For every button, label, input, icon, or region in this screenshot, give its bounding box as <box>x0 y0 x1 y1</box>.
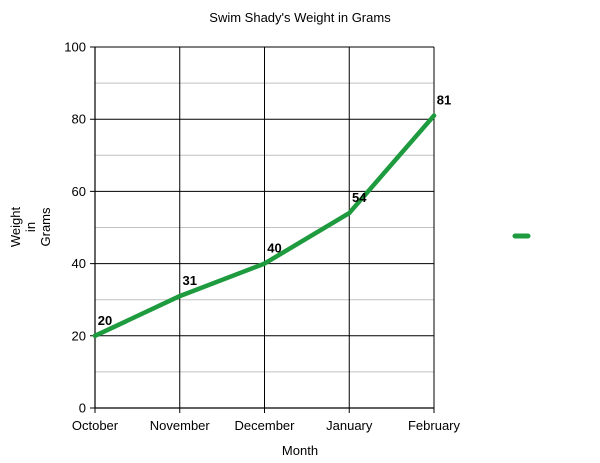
vertical-gridlines <box>94 47 435 413</box>
data-point <box>262 261 267 266</box>
x-tick-label: January <box>326 418 373 433</box>
x-axis-label: Month <box>282 443 318 458</box>
y-axis-label-line-1: Weight <box>8 207 23 248</box>
data-label: 40 <box>267 241 281 256</box>
y-tick-label: 40 <box>72 256 86 271</box>
y-tick-label: 60 <box>72 184 86 199</box>
x-tick-label: February <box>408 418 461 433</box>
x-tick-label: December <box>235 418 296 433</box>
y-axis-label-line-3: Grams <box>38 207 53 247</box>
chart-title: Swim Shady's Weight in Grams <box>209 10 391 25</box>
data-label: 54 <box>352 190 367 205</box>
data-point <box>431 113 437 118</box>
y-axis-label-line-2: in <box>23 222 38 232</box>
x-tick-label: November <box>150 418 211 433</box>
y-tick-label: 20 <box>72 328 86 343</box>
data-labels: 20 31 40 54 81 <box>98 93 451 328</box>
data-label: 20 <box>98 313 112 328</box>
data-point <box>92 333 98 338</box>
axes <box>94 47 434 409</box>
x-tick-labels: October November December January February <box>72 418 461 433</box>
series-layer <box>92 113 437 339</box>
data-label: 81 <box>437 93 451 108</box>
data-point <box>347 210 352 216</box>
data-point <box>177 293 182 299</box>
y-tick-label: 100 <box>64 40 86 55</box>
y-axis-label: Weight in Grams <box>8 207 53 248</box>
y-tick-labels: 0 20 40 60 80 100 <box>64 40 86 416</box>
y-tick-label: 80 <box>72 112 86 127</box>
y-tick-label: 0 <box>79 401 86 416</box>
data-label: 31 <box>183 273 197 288</box>
x-tick-label: October <box>72 418 119 433</box>
